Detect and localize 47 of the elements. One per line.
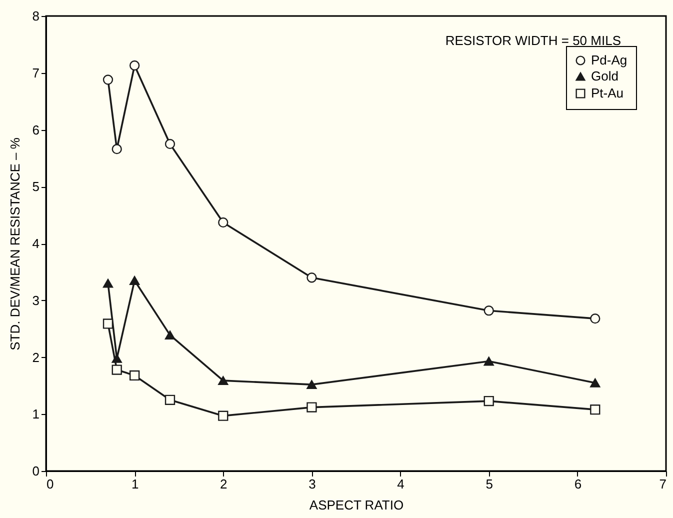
point <box>306 402 317 412</box>
point <box>218 410 228 421</box>
y-tick-label: 4 <box>32 236 40 251</box>
point <box>164 330 176 340</box>
x-tick-label: 5 <box>486 476 493 492</box>
x-tick-label: 7 <box>659 476 666 492</box>
point <box>306 272 317 283</box>
y-tick-label: 5 <box>32 179 40 194</box>
point <box>590 314 600 324</box>
point <box>306 380 317 390</box>
x-tick-label: 4 <box>397 476 404 492</box>
y-tick-label: 6 <box>32 122 40 138</box>
y-tick-label: 0 <box>32 464 40 478</box>
y-tick-label: 8 <box>32 8 40 24</box>
point <box>102 318 114 329</box>
y-axis-title: STD. DEV/MEAN RESISTANCE – % <box>7 137 22 350</box>
point <box>484 356 494 366</box>
point <box>102 278 114 288</box>
y-tick-label: 1 <box>32 406 40 422</box>
x-tick-label: 3 <box>308 476 316 492</box>
y-tick-label: 7 <box>32 65 40 80</box>
point <box>112 354 122 363</box>
point <box>130 370 140 381</box>
point <box>218 376 228 386</box>
point <box>590 404 600 415</box>
point <box>130 60 140 71</box>
point <box>484 396 494 406</box>
point <box>130 276 140 285</box>
x-axis-title: ASPECT RATIO <box>309 498 404 512</box>
point <box>102 74 114 85</box>
x-tick-label: 0 <box>46 476 54 492</box>
point <box>484 306 494 316</box>
point <box>112 144 122 154</box>
point <box>590 378 600 388</box>
legend-label: Gold <box>591 68 618 84</box>
y-tick-label: 3 <box>32 292 40 308</box>
point <box>112 364 122 375</box>
y-tick-label: 2 <box>32 350 40 365</box>
annotation: RESISTOR WIDTH = 50 MILS <box>445 33 622 48</box>
legend-label: Pt-Au <box>591 86 624 100</box>
x-tick-label: 2 <box>220 476 228 492</box>
legend-label: Pd-Ag <box>591 52 628 68</box>
point <box>164 138 176 150</box>
point <box>218 217 228 228</box>
x-tick-label: 1 <box>131 476 139 492</box>
point <box>164 394 176 405</box>
x-tick-label: 6 <box>574 476 582 492</box>
